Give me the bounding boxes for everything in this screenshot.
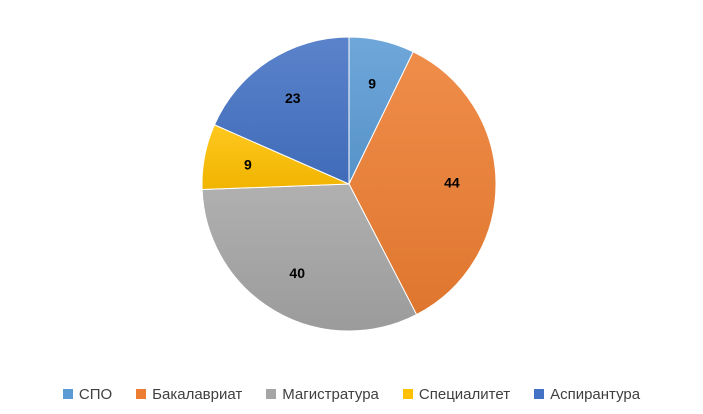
pie-slice-3 — [201, 183, 418, 332]
data-label-1: 9 — [368, 76, 376, 92]
legend-label: Специалитет — [418, 385, 511, 403]
legend-item-2: Бакалавриат — [136, 386, 242, 403]
legend-label: Аспирантура — [550, 385, 641, 403]
legend-swatch — [62, 389, 73, 399]
legend-swatch — [136, 389, 147, 399]
legend-item-1: СПО — [62, 385, 113, 403]
chart-legend: СПО Бакалавриат Магистратура Специалитет Асп… — [0, 384, 703, 404]
legend-item-3: Магистратура — [266, 386, 379, 403]
data-label-5: 23 — [285, 90, 301, 106]
legend-label: Бакалавриат — [152, 385, 243, 403]
legend-swatch — [534, 389, 545, 399]
legend-swatch — [402, 389, 413, 399]
legend-item-4: Специалитет — [402, 385, 511, 403]
pie-slices — [201, 36, 497, 332]
legend-label: Магистратура — [282, 385, 379, 403]
legend-label: СПО — [78, 385, 113, 403]
legend-item-5: Аспирантура — [534, 386, 640, 403]
pie-data-labels: 9 44 40 9 23 — [244, 76, 460, 281]
data-label-3: 40 — [289, 265, 305, 281]
legend-swatch — [266, 389, 277, 399]
data-label-4: 9 — [244, 157, 252, 173]
pie-slice-2 — [348, 51, 497, 316]
pie-slice-5 — [213, 36, 350, 185]
data-label-2: 44 — [444, 175, 460, 191]
